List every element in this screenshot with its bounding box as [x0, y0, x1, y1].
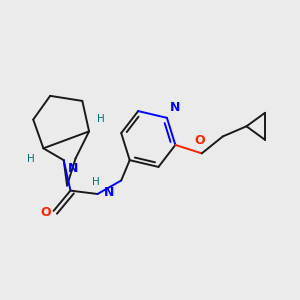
Text: O: O	[195, 134, 206, 147]
Text: N: N	[103, 186, 114, 199]
Text: O: O	[40, 206, 51, 219]
Text: H: H	[92, 177, 100, 187]
Text: N: N	[170, 101, 181, 114]
Text: N: N	[68, 162, 78, 175]
Text: H: H	[27, 154, 35, 164]
Text: H: H	[97, 114, 104, 124]
